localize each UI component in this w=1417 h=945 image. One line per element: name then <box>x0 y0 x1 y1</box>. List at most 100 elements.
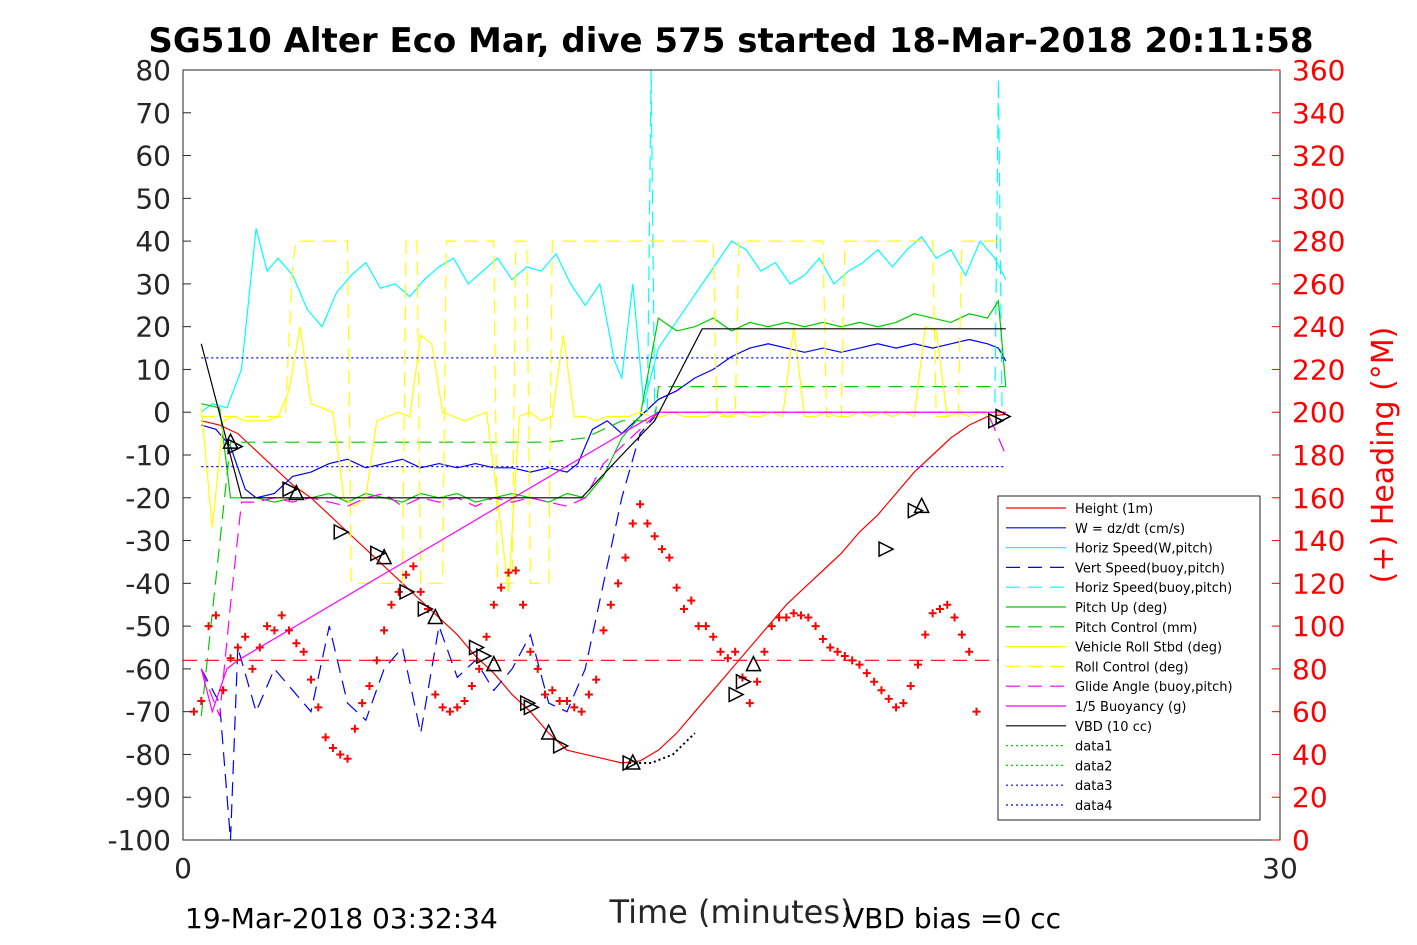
series-line-height-1m <box>201 413 1006 764</box>
turn-marker <box>485 654 503 672</box>
y2-tick-label: 280 <box>1292 225 1345 258</box>
heading-point <box>365 682 374 690</box>
y-tick-label: -10 <box>125 439 171 472</box>
heading-point <box>277 611 286 620</box>
y2-tick-label: 100 <box>1292 610 1345 643</box>
y2-tick-label: 200 <box>1292 396 1345 429</box>
y-tick-label: 10 <box>135 353 171 386</box>
turn-marker <box>476 647 493 665</box>
x-tick-label: 30 <box>1262 852 1298 885</box>
y2-tick-label: 220 <box>1292 353 1345 386</box>
heading-point <box>197 696 206 705</box>
y2-tick-label: 180 <box>1292 439 1345 472</box>
heading-point <box>665 553 674 562</box>
heading-point <box>731 647 740 656</box>
heading-point <box>913 660 922 669</box>
series-line-vbd-10-cc <box>200 328 1006 499</box>
heading-point <box>811 622 820 631</box>
turn-marker <box>282 481 299 498</box>
y-tick-label: -80 <box>125 738 171 771</box>
y2-axis-label: (+) Heading (°M) <box>1366 327 1401 584</box>
heading-point <box>314 703 323 712</box>
legend-label: 1/5 Buoyancy (g) <box>1075 700 1186 715</box>
turn-marker <box>222 432 239 449</box>
heading-point <box>263 622 272 631</box>
heading-point <box>394 587 403 596</box>
turn-marker <box>519 694 537 712</box>
heading-point <box>402 570 411 579</box>
heading-point <box>753 677 762 686</box>
y2-tick-label: 20 <box>1292 781 1328 814</box>
heading-point <box>358 699 367 708</box>
heading-point <box>577 707 586 716</box>
y-tick-label: 40 <box>135 225 171 258</box>
heading-point <box>658 545 667 554</box>
series-line-roll-control-deg <box>201 240 1006 584</box>
heading-point <box>621 553 630 562</box>
turn-markers <box>222 408 1012 772</box>
heading-point <box>928 609 937 618</box>
series-line-1-5-buoyancy-g <box>200 411 1006 714</box>
turn-marker <box>907 502 925 519</box>
legend-label: Glide Angle (buoy,pitch) <box>1075 680 1233 695</box>
y-tick-label: 80 <box>135 54 171 87</box>
legend-label: Height (1m) <box>1075 502 1153 517</box>
heading-point <box>775 613 784 622</box>
heading-point <box>306 675 315 684</box>
y-tick-label: -40 <box>125 567 171 600</box>
heading-point <box>855 660 864 669</box>
heading-point <box>767 622 776 631</box>
heading-point <box>694 622 703 631</box>
turn-marker <box>427 607 444 625</box>
heading-point <box>628 519 637 528</box>
heading-point <box>387 600 396 609</box>
series-line-vehicle-roll-stbd-deg <box>200 325 1003 592</box>
heading-point <box>709 632 718 641</box>
y-tick-label: -90 <box>125 781 171 814</box>
turn-marker <box>878 540 895 558</box>
y2-tick-label: 60 <box>1292 696 1328 729</box>
y2-tick-label: 240 <box>1292 311 1345 344</box>
y-tick-label: -100 <box>107 824 171 857</box>
heading-point <box>716 647 725 656</box>
heading-point <box>862 669 871 678</box>
legend-label: Horiz Speed(buoy,pitch) <box>1075 581 1232 596</box>
x-axis-label: Time (minutes) <box>609 893 853 931</box>
heading-point <box>826 643 835 652</box>
heading-point <box>504 568 513 577</box>
heading-point <box>687 596 696 605</box>
heading-point <box>562 696 571 705</box>
turn-marker <box>728 686 745 703</box>
heading-point <box>219 686 228 695</box>
heading-point <box>416 587 425 596</box>
heading-point <box>189 707 198 716</box>
y2-tick-label: 140 <box>1292 525 1345 558</box>
legend-label: VBD (10 cc) <box>1075 720 1152 735</box>
heading-point <box>796 611 805 620</box>
heading-point <box>343 754 352 763</box>
y2-tick-label: 260 <box>1292 268 1345 301</box>
heading-point <box>555 696 564 705</box>
y-tick-label: 70 <box>135 97 171 130</box>
heading-point <box>679 605 688 613</box>
heading-point <box>957 630 966 639</box>
footer-vbd-bias: VBD bias =0 cc <box>845 902 1061 935</box>
heading-point <box>467 682 476 690</box>
heading-point <box>636 500 645 509</box>
heading-point <box>380 626 389 635</box>
turn-marker <box>995 408 1012 425</box>
y2-tick-label: 40 <box>1292 738 1328 771</box>
heading-point <box>840 652 849 661</box>
series-line-horiz-speed-w-pitch <box>200 228 1007 413</box>
heading-point <box>548 686 557 695</box>
heading-markers <box>190 500 981 763</box>
heading-point <box>606 600 615 609</box>
turn-marker <box>399 583 416 601</box>
series-line-pitch-up-deg <box>201 299 1007 503</box>
heading-point <box>292 639 301 648</box>
heading-point <box>533 664 542 673</box>
turn-marker <box>370 545 387 562</box>
y-axis-left: 80 70 60 50 40 30 20 10 0 -10 -20 -30 -40 -50 -60 -70 -8… <box>107 54 191 857</box>
heading-point <box>892 703 901 712</box>
legend-label: data1 <box>1075 740 1113 755</box>
